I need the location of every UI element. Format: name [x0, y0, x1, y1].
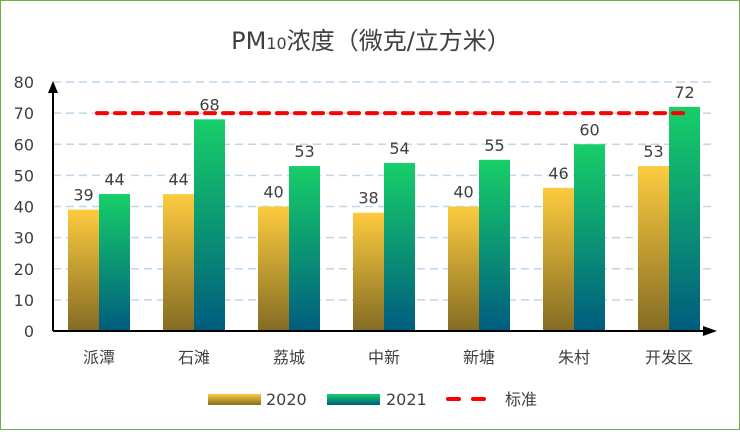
bar-2021 — [194, 119, 225, 331]
data-label: 44 — [168, 170, 188, 189]
y-tick-label: 20 — [14, 260, 34, 279]
y-tick-label: 80 — [14, 73, 34, 92]
legend-label: 2020 — [266, 390, 307, 409]
y-tick-label: 10 — [14, 291, 34, 310]
x-axis-arrow — [703, 326, 717, 336]
chart-title: PM10浓度（微克/立方米） — [231, 27, 511, 55]
x-tick-label: 派潭 — [83, 348, 115, 367]
x-tick-label: 朱村 — [558, 348, 590, 367]
legend-label: 标准 — [505, 390, 537, 409]
legend: 2020 2021 标准 — [208, 390, 537, 409]
x-tick-label: 中新 — [368, 348, 400, 367]
bar-2020 — [448, 206, 479, 331]
bar-2020 — [638, 166, 669, 331]
data-label: 53 — [294, 142, 314, 161]
data-label: 38 — [358, 189, 378, 208]
bar-2020 — [163, 194, 194, 331]
legend-label: 2021 — [386, 390, 427, 409]
data-label: 40 — [263, 183, 283, 202]
data-label: 44 — [104, 170, 124, 189]
data-label: 54 — [389, 139, 409, 158]
legend-swatch-2021 — [327, 394, 380, 405]
bar-2021 — [99, 194, 130, 331]
bar-2021 — [479, 159, 510, 331]
y-tick-label: 60 — [14, 135, 34, 154]
data-label: 53 — [643, 142, 663, 161]
y-tick-label: 30 — [14, 229, 34, 248]
y-tick-label: 70 — [14, 104, 34, 123]
data-label: 68 — [199, 95, 219, 114]
data-label: 72 — [674, 83, 694, 102]
bar-2021 — [384, 162, 415, 331]
data-label: 39 — [73, 186, 93, 205]
bar-2020 — [258, 206, 289, 331]
data-label: 46 — [548, 164, 568, 183]
y-tick-label: 0 — [24, 322, 34, 341]
bar-2021 — [289, 166, 320, 331]
y-axis-arrow — [48, 81, 58, 93]
data-label: 40 — [453, 183, 473, 202]
legend-swatch-2020 — [208, 394, 261, 405]
x-tick-label: 开发区 — [645, 348, 693, 367]
bar-2020 — [68, 209, 99, 331]
bar-2020 — [353, 212, 384, 331]
y-tick-label: 50 — [14, 166, 34, 185]
x-tick-label: 荔城 — [273, 348, 305, 367]
x-tick-label: 新塘 — [463, 348, 495, 367]
y-tick-label: 40 — [14, 198, 34, 217]
x-tick-label: 石滩 — [178, 348, 210, 367]
bar-2021 — [574, 144, 605, 331]
bar-2020 — [543, 187, 574, 331]
data-label: 55 — [484, 136, 504, 155]
bar-2021 — [669, 106, 700, 332]
data-label: 60 — [579, 120, 599, 139]
